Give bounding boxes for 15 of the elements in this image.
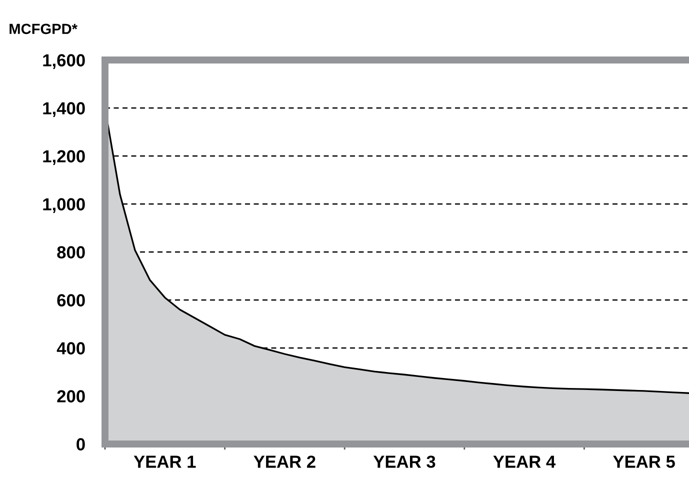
- y-tick-label: 200: [57, 390, 85, 402]
- y-tick-label: 1,400: [43, 102, 85, 117]
- y-tick-label: 800: [57, 246, 85, 258]
- x-tick-label: YEAR 5: [613, 456, 675, 468]
- y-tick-label: 400: [56, 342, 85, 354]
- y-axis-title: MCFGPD*: [10, 24, 78, 34]
- y-tick-label: 1,200: [43, 150, 85, 165]
- y-tick-label: 1,600: [43, 54, 85, 69]
- x-tick-label: YEAR 4: [493, 456, 556, 468]
- x-tick-label: YEAR 1: [134, 456, 196, 468]
- x-tick-label: YEAR 3: [373, 456, 436, 468]
- y-tick-label: 0: [76, 438, 85, 450]
- y-tick-label: 1,000: [43, 198, 85, 213]
- x-tick-label: YEAR 2: [254, 456, 316, 468]
- y-tick-label: 600: [57, 294, 85, 306]
